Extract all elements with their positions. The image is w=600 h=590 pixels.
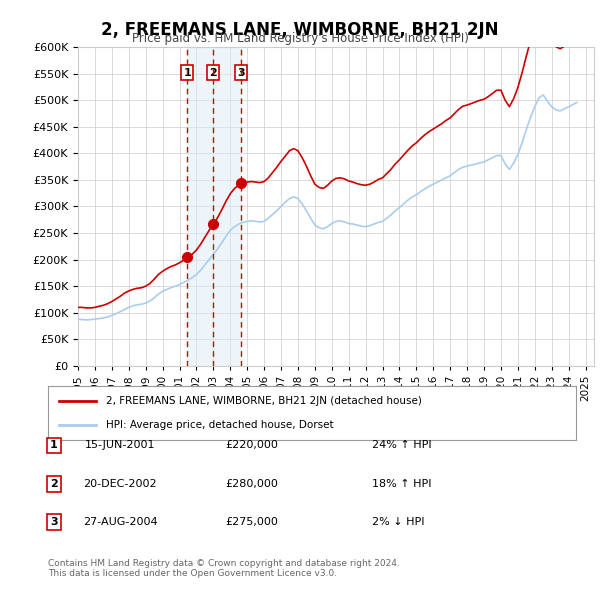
Text: 2: 2 [50, 479, 58, 489]
Text: 2% ↓ HPI: 2% ↓ HPI [372, 517, 425, 527]
Text: 15-JUN-2001: 15-JUN-2001 [85, 441, 155, 450]
Text: £220,000: £220,000 [226, 441, 278, 450]
Text: 27-AUG-2004: 27-AUG-2004 [83, 517, 157, 527]
Text: 3: 3 [238, 68, 245, 78]
Text: 24% ↑ HPI: 24% ↑ HPI [372, 441, 431, 450]
Text: £275,000: £275,000 [226, 517, 278, 527]
Text: 2: 2 [209, 68, 217, 78]
Bar [187, 47, 241, 366]
Text: Price paid vs. HM Land Registry's House Price Index (HPI): Price paid vs. HM Land Registry's House … [131, 32, 469, 45]
Text: 1: 1 [183, 68, 191, 78]
Text: HPI: Average price, detached house, Dorset: HPI: Average price, detached house, Dors… [106, 419, 334, 430]
Text: 2, FREEMANS LANE, WIMBORNE, BH21 2JN: 2, FREEMANS LANE, WIMBORNE, BH21 2JN [101, 21, 499, 39]
Text: 3: 3 [50, 517, 58, 527]
Text: 1: 1 [50, 441, 58, 450]
Text: 18% ↑ HPI: 18% ↑ HPI [372, 479, 431, 489]
Text: Contains HM Land Registry data © Crown copyright and database right 2024.
This d: Contains HM Land Registry data © Crown c… [48, 559, 400, 578]
Text: 2, FREEMANS LANE, WIMBORNE, BH21 2JN (detached house): 2, FREEMANS LANE, WIMBORNE, BH21 2JN (de… [106, 396, 422, 407]
Text: £280,000: £280,000 [226, 479, 278, 489]
Text: 20-DEC-2002: 20-DEC-2002 [83, 479, 157, 489]
